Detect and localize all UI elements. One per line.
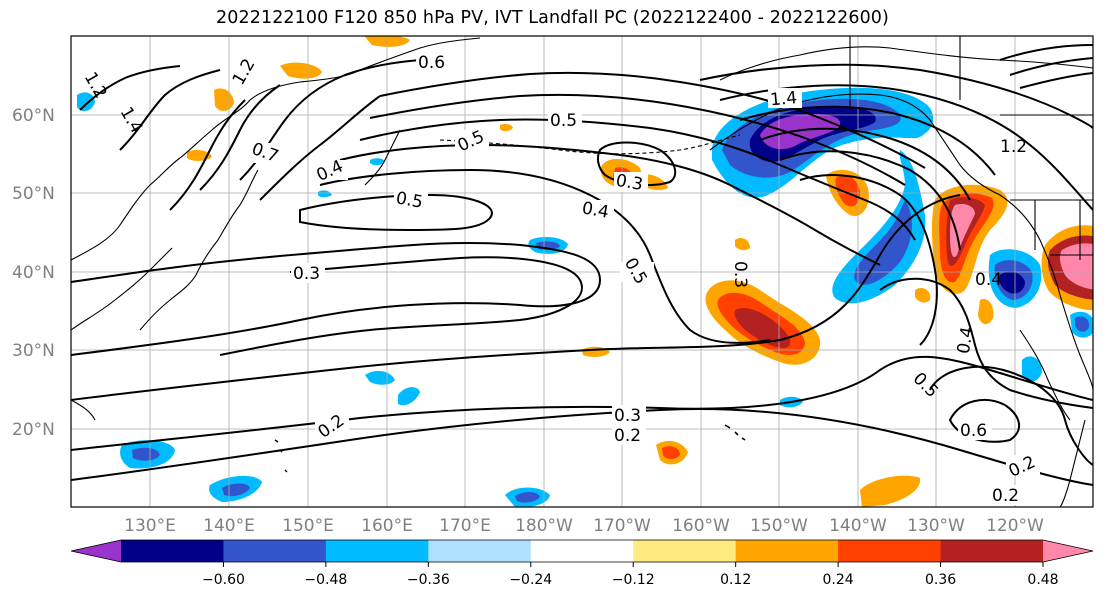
colorbar-tick-label: −0.36 <box>407 572 450 588</box>
colorbar-swatch <box>121 540 224 562</box>
contour-label: 0.2 <box>614 426 641 446</box>
colorbar-swatch <box>223 540 327 562</box>
colorbar-tick-label: 0.24 <box>823 572 854 588</box>
contour-label: 0.5 <box>394 188 424 212</box>
contour-label: 0.6 <box>418 53 445 73</box>
map-frame <box>70 35 1094 508</box>
lon-tick-label: 130°E <box>124 516 176 536</box>
lon-tick-label: 170°E <box>439 516 491 536</box>
contour-label: 0.4 <box>580 198 610 222</box>
contour-label: 1.2 <box>1000 137 1027 157</box>
colorbar-tick-label: 0.12 <box>720 572 751 588</box>
colorbar-tick-label: −0.60 <box>202 572 245 588</box>
colorbar-swatch <box>530 540 634 562</box>
contour-label: 0.3 <box>293 264 320 284</box>
colorbar-swatch <box>633 540 737 562</box>
contour-label: 1.4 <box>769 88 798 110</box>
lon-tick-label: 170°W <box>593 516 651 536</box>
colorbar-swatch <box>428 540 532 562</box>
lon-tick-label: 180°W <box>515 516 573 536</box>
colorbar-extend-high <box>1043 540 1093 562</box>
lon-tick-label: 130°W <box>907 516 965 536</box>
colorbar-swatch <box>325 540 429 562</box>
colorbar-swatch <box>838 540 942 562</box>
colorbar-tick-label: 0.36 <box>925 572 956 588</box>
lat-tick-label: 20°N <box>12 420 55 440</box>
colorbar-tick-label: −0.12 <box>612 572 655 588</box>
colorbar: −0.60 −0.48 −0.36 −0.24 −0.12 0.12 0.24 0.36 0.4… <box>70 539 1094 588</box>
lon-tick-label: 160°W <box>672 516 730 536</box>
contour-label: 0.3 <box>614 406 641 426</box>
contour-label: 0.6 <box>960 421 987 441</box>
lat-tick-label: 30°N <box>12 341 55 361</box>
map-panel: 0.6 0.5 0.5 0.7 0.4 0.5 0.4 0.3 0.3 0.5 … <box>71 36 1093 507</box>
contour-label: 0.3 <box>614 171 644 195</box>
latitude-axis: 60°N 50°N 40°N 30°N 20°N <box>12 106 55 440</box>
lon-tick-label: 120°W <box>986 516 1044 536</box>
lon-tick-label: 160°E <box>361 516 413 536</box>
longitude-axis: 130°E 140°E 150°E 160°E 170°E 180°W 170°… <box>124 516 1044 536</box>
page-title: 2022122100 F120 850 hPa PV, IVT Landfall… <box>216 8 889 28</box>
lat-tick-label: 50°N <box>12 184 55 204</box>
lon-tick-label: 150°E <box>282 516 334 536</box>
contour-label: 0.5 <box>550 111 577 131</box>
colorbar-tick-label: 0.48 <box>1027 572 1058 588</box>
contour-label: 0.2 <box>992 486 1019 506</box>
lat-tick-label: 60°N <box>12 106 55 126</box>
colorbar-swatch <box>735 540 839 562</box>
colorbar-tick-label: −0.24 <box>509 572 552 588</box>
colorbar-tick-label: −0.48 <box>304 572 347 588</box>
lon-tick-label: 140°E <box>203 516 255 536</box>
contour-labels: 0.6 0.5 0.5 0.7 0.4 0.5 0.4 0.3 0.3 0.5 … <box>80 52 1040 506</box>
lat-tick-label: 40°N <box>12 263 55 283</box>
lon-tick-label: 150°W <box>750 516 808 536</box>
lon-tick-label: 140°W <box>829 516 887 536</box>
colorbar-outline <box>70 539 1094 563</box>
colorbar-swatch <box>940 540 1044 562</box>
colorbar-extend-low <box>71 540 121 562</box>
pv-contours <box>71 44 1093 486</box>
contour-label: 0.4 <box>975 270 1002 290</box>
contour-label: 0.4 <box>954 325 978 355</box>
contour-label: 0.3 <box>730 261 750 288</box>
